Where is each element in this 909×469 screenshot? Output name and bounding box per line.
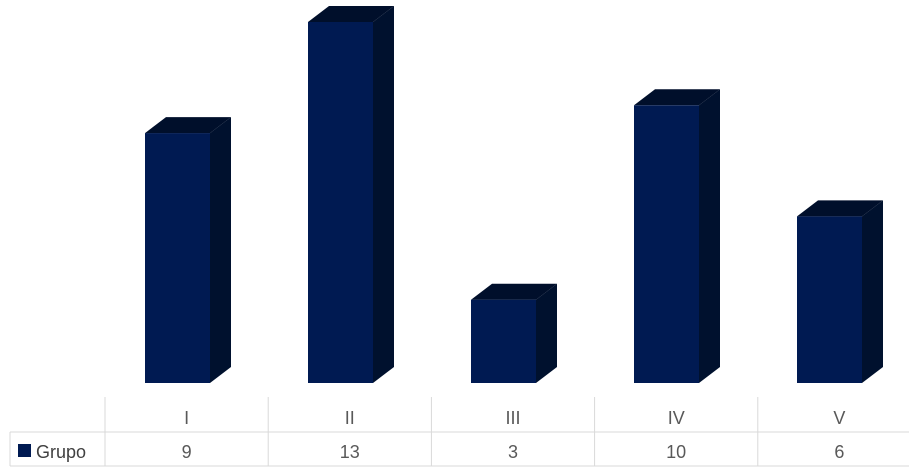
legend-series-name: Grupo	[36, 442, 86, 462]
value-cell-II: 13	[340, 442, 360, 462]
bar-side-IV	[699, 89, 720, 384]
legend-swatch	[18, 444, 31, 457]
bar-IV	[634, 89, 720, 384]
data-table-header: I II III IV V	[184, 408, 845, 428]
bar-III	[471, 283, 557, 383]
data-table-grid	[9, 397, 909, 467]
bar-V	[797, 200, 883, 383]
bar-side-I	[210, 117, 231, 384]
bar-front-V	[797, 216, 862, 383]
bar-side-III	[536, 283, 557, 383]
bar-top-V	[797, 200, 883, 217]
data-table: I II III IV V Grupo 9 13 3 10 6	[9, 397, 909, 467]
bar-top-I	[145, 117, 231, 134]
value-cell-V: 6	[834, 442, 844, 462]
bar-top-III	[471, 283, 557, 300]
category-label-IV: IV	[668, 408, 685, 428]
value-cell-I: 9	[182, 442, 192, 462]
bar-II	[308, 6, 394, 383]
data-table-row: Grupo 9 13 3 10 6	[18, 442, 844, 462]
category-label-V: V	[833, 408, 845, 428]
bar-front-III	[471, 299, 536, 383]
bar-side-V	[862, 200, 883, 383]
bar-top-IV	[634, 89, 720, 106]
value-cell-III: 3	[508, 442, 518, 462]
bar-front-I	[145, 133, 210, 383]
category-label-I: I	[184, 408, 189, 428]
bar-top-II	[308, 6, 394, 22]
value-cell-IV: 10	[666, 442, 686, 462]
category-label-II: II	[345, 408, 355, 428]
bar-front-II	[308, 22, 373, 383]
bar-I	[145, 117, 231, 384]
bar-side-II	[373, 6, 394, 383]
bar-front-IV	[634, 105, 699, 384]
bars-group	[145, 6, 883, 384]
category-label-III: III	[505, 408, 520, 428]
